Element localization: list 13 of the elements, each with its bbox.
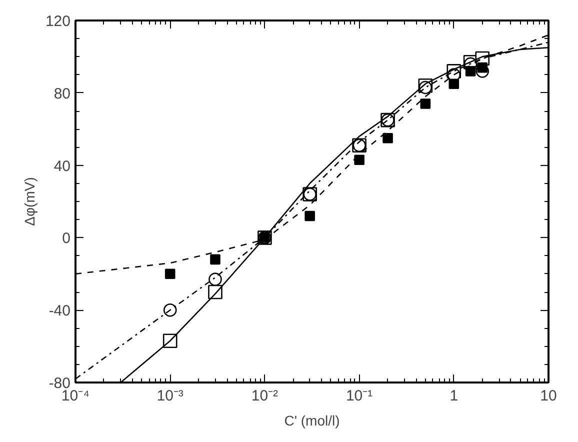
y-tick-label: 120 <box>45 13 71 30</box>
y-tick-label: 80 <box>54 85 71 102</box>
y-tick-label: -40 <box>48 302 71 320</box>
x-tick-label: 10⁻⁴ <box>61 388 90 404</box>
y-tick-label: 0 <box>62 230 70 248</box>
x-tick-label: 10⁻² <box>251 388 278 404</box>
y-axis-title: Δφ(mV) <box>21 177 38 226</box>
y-tick-label: 40 <box>54 158 71 175</box>
x-tick-label: 10⁻¹ <box>346 388 373 404</box>
x-tick-label: 1 <box>450 388 458 404</box>
x-tick-label: 10⁻³ <box>156 388 184 404</box>
x-tick-label: 10 <box>540 388 557 404</box>
x-axis-title: C' (mol/l) <box>284 412 340 428</box>
